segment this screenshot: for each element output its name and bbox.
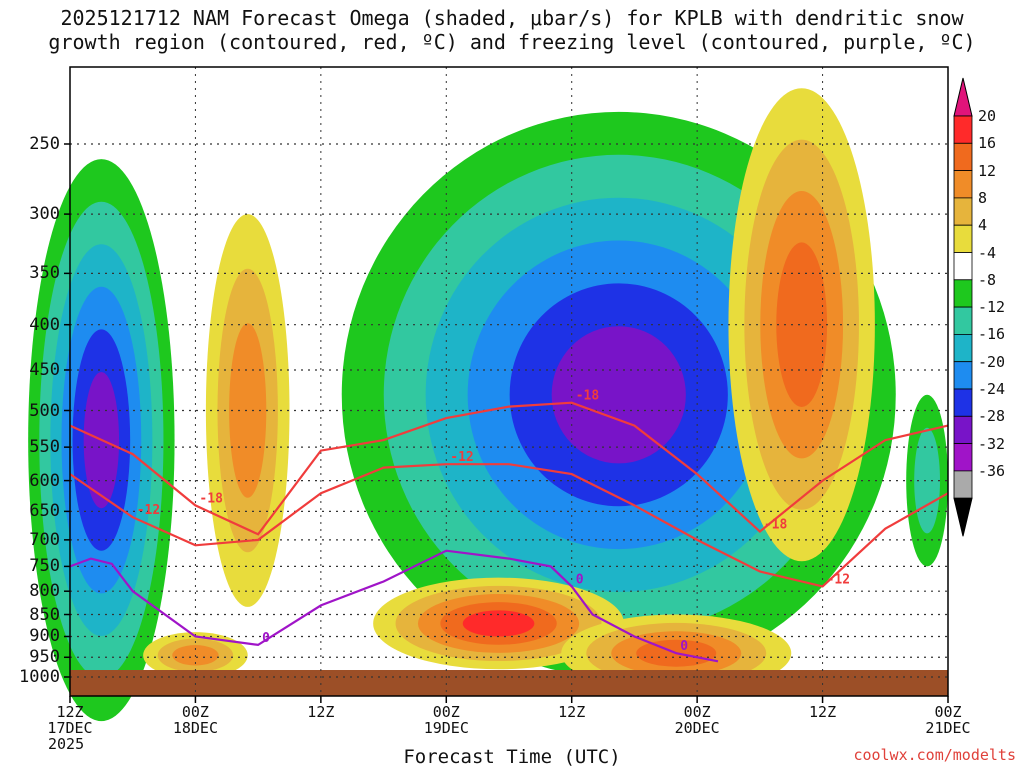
colorbar-label-4: 4 (978, 216, 988, 235)
y-tick-label-650: 650 (29, 501, 60, 522)
colorbar-top-arrow (953, 77, 973, 117)
contour-label-freezing-2: 0 (576, 572, 584, 587)
contour-label-dendritic-4: -18 (576, 389, 600, 404)
colorbar-bottom-arrow (953, 497, 973, 537)
terrain-ground (70, 670, 948, 696)
colorbar-swatch-6 (953, 279, 973, 308)
colorbar (953, 77, 973, 537)
colorbar-label-12: -32 (978, 434, 1006, 453)
colorbar-swatch-5 (953, 252, 973, 281)
x-tick-time-84h: 00Z (934, 703, 962, 721)
omega-band-sinking-20dec-upper-16 (776, 242, 828, 408)
colorbar-swatch-3 (953, 197, 973, 226)
contour-label-freezing-3: 0 (680, 639, 688, 654)
plot-frame (69, 66, 949, 697)
colorbar-swatch-10 (953, 388, 973, 417)
colorbar-label-13: -36 (978, 461, 1006, 480)
x-tick-time-36h: 00Z (432, 703, 460, 721)
colorbar-swatch-0 (953, 115, 973, 144)
dendritic-contour-minus12 (69, 463, 949, 588)
axis-ticks (64, 143, 949, 703)
colorbar-swatch-1 (953, 142, 973, 172)
contour-label-dendritic-2: -12 (137, 503, 160, 518)
contour-label-dendritic-5: -18 (764, 518, 788, 533)
chart-title-line-1: 2025121712 NAM Forecast Omega (shaded, μ… (60, 6, 964, 30)
y-tick-label-450: 450 (29, 359, 60, 380)
y-tick-label-300: 300 (29, 204, 60, 225)
colorbar-label-6: -8 (978, 270, 997, 289)
y-tick-label-500: 500 (29, 400, 60, 421)
contour-label-dendritic-6: -12 (827, 572, 850, 587)
x-tick-date-60h: 20DEC (674, 719, 720, 737)
x-tick-time-12h: 00Z (181, 703, 209, 721)
colorbar-swatch-7 (953, 306, 973, 335)
colorbar-label-1: 16 (978, 134, 997, 153)
contour-label-dendritic-1: -18 (199, 491, 223, 506)
y-tick-label-400: 400 (29, 314, 60, 335)
y-tick-label-700: 700 (29, 529, 60, 550)
y-tick-label-950: 950 (29, 647, 60, 668)
x-axis-title: Forecast Time (UTC) (403, 746, 621, 768)
y-tick-label-250: 250 (29, 134, 60, 154)
freezing-level-contour (69, 549, 719, 663)
dendritic-contour-minus18 (69, 401, 949, 536)
x-tick-date-36h: 19DEC (423, 719, 469, 737)
colorbar-swatch-4 (953, 224, 973, 253)
contour-label-freezing-1: 0 (262, 631, 270, 646)
colorbar-swatch-8 (953, 333, 973, 363)
y-tick-label-750: 750 (29, 556, 60, 577)
y-tick-label-350: 350 (29, 263, 60, 284)
contour-lines: -18 -12 -12 -18 -18 -12 0 0 0 (69, 389, 949, 663)
x-tick-date-12h: 18DEC (172, 719, 218, 737)
omega-shading (28, 88, 948, 722)
colorbar-label-3: 8 (978, 188, 988, 207)
colorbar-swatch-2 (953, 170, 973, 199)
x-tick-time-48h: 12Z (558, 703, 586, 721)
y-tick-label-900: 900 (29, 626, 60, 647)
x-tick-date-84h: 21DEC (925, 719, 971, 737)
colorbar-label-9: -20 (978, 352, 1006, 371)
colorbar-label-0: 20 (978, 107, 997, 125)
y-tick-label-600: 600 (29, 470, 60, 491)
x-tick-time-60h: 00Z (683, 703, 711, 721)
x-tick-date-0h: 17DEC (47, 719, 93, 737)
x-tick-time-0h: 12Z (56, 703, 84, 721)
x-year-label: 2025 (48, 735, 85, 753)
colorbar-label-11: -28 (978, 407, 1006, 426)
y-tick-label-550: 550 (29, 437, 60, 458)
colorbar-swatch-12 (953, 443, 973, 472)
omega-band-sinking-18dec-03z-12 (229, 323, 267, 498)
omega-band-upward-motion-18dec-18z--24 (551, 326, 686, 464)
contour-label-dendritic-3: -12 (450, 450, 473, 465)
colorbar-label-10: -24 (978, 380, 1006, 398)
colorbar-label-2: 12 (978, 161, 997, 180)
colorbar-label-7: -12 (978, 298, 1006, 317)
colorbar-swatch-11 (953, 415, 973, 444)
colorbar-swatch-13 (953, 470, 973, 499)
y-tick-label-800: 800 (29, 581, 60, 602)
y-tick-label-1000: 1000 (19, 667, 60, 687)
x-tick-time-72h: 12Z (809, 703, 837, 721)
colorbar-label-5: -4 (978, 243, 997, 262)
x-tick-time-24h: 12Z (307, 703, 335, 721)
omega-band-upward-motion-20dec-22z--8 (914, 427, 940, 534)
colorbar-swatch-9 (953, 361, 973, 390)
source-credit: coolwx.com/modelts (853, 746, 1016, 764)
y-tick-label-850: 850 (29, 604, 60, 625)
colorbar-label-8: -16 (978, 325, 1006, 344)
omega-band-sinking-19dec-low-levels-20 (462, 610, 535, 637)
chart-title-line-2: growth region (contoured, red, ºC) and f… (48, 30, 976, 54)
